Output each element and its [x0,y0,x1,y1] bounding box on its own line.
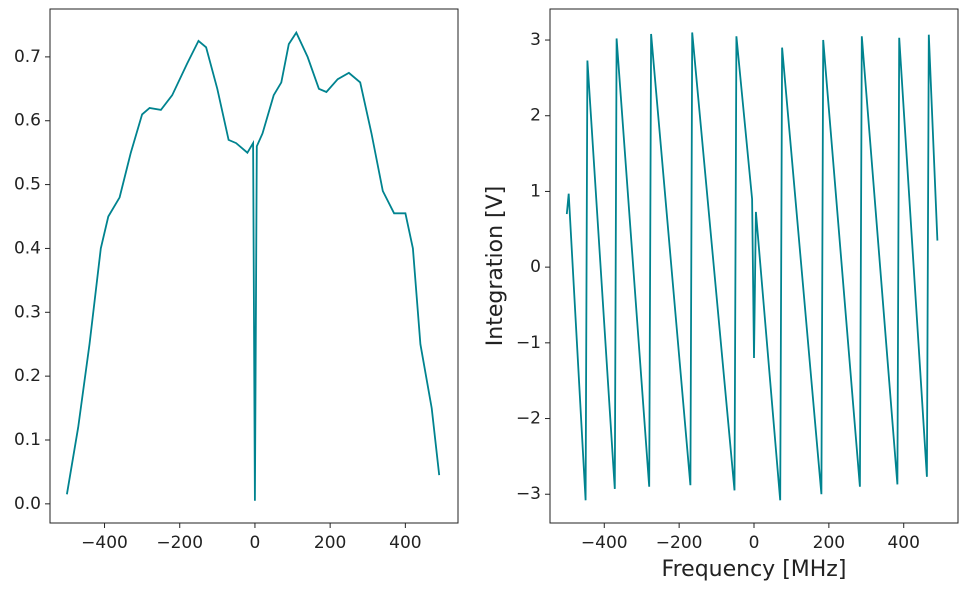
y-tick-label: −2 [516,409,541,429]
y-axis-label: Integration [V] [483,186,508,346]
y-tick-label: 0.4 [14,238,41,258]
y-tick-label: 0 [530,257,541,277]
y-tick-label: 0.6 [14,111,41,131]
x-tick-label: 200 [813,533,845,553]
y-tick-label: 0.0 [14,494,41,514]
x-tick-label: −400 [581,533,628,553]
x-tick-label: 200 [314,533,346,553]
y-tick-label: 3 [530,30,541,50]
x-tick-label: −400 [81,533,128,553]
plot-frame [549,8,959,524]
y-tick-label: −3 [516,484,541,504]
plot-frame [49,8,459,524]
y-tick-label: 0.5 [14,175,41,195]
y-tick-label: 2 [530,106,541,126]
line [565,32,939,501]
y-tick-label: 0.1 [14,430,41,450]
y-tick-label: 0.3 [14,302,41,322]
x-tick-label: 0 [250,533,261,553]
x-tick-label: −200 [156,533,203,553]
y-tick-label: −1 [516,333,541,353]
x-tick-label: 400 [887,533,919,553]
x-tick-label: −200 [656,533,703,553]
y-tick-label: 1 [530,181,541,201]
line [66,30,441,501]
y-tick-label: 0.2 [14,366,41,386]
x-axis-label: Frequency [MHz] [662,557,847,582]
x-tick-label: 0 [749,533,760,553]
x-tick-label: 400 [389,533,421,553]
y-tick-label: 0.7 [14,47,41,67]
